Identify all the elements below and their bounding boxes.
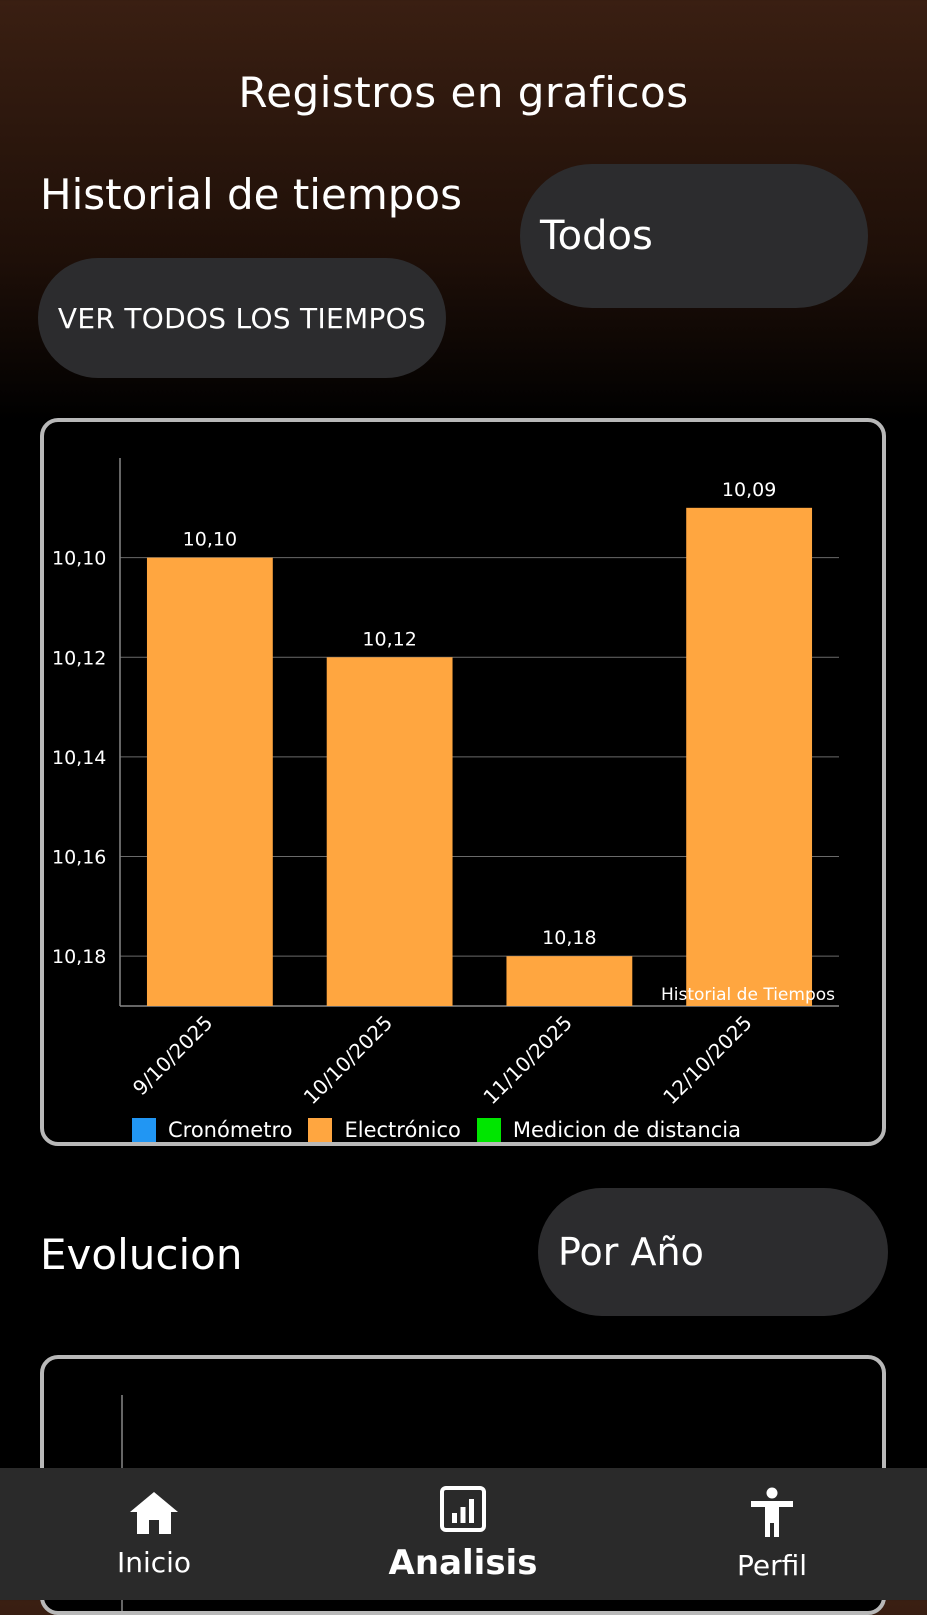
nav-label-perfil: Perfil bbox=[736, 1548, 808, 1582]
legend-item-cronometro: Cronómetro bbox=[132, 1118, 292, 1142]
y-tick-label: 10,16 bbox=[52, 847, 106, 869]
x-tick-label: 10/10/2025 bbox=[299, 1011, 397, 1109]
bar bbox=[506, 956, 633, 1006]
historial-chart: 10,10 10,12 10,14 10,16 10,18 10,10 9/10/2025 1… bbox=[40, 418, 886, 1146]
bar-value-label: 10,18 bbox=[542, 927, 596, 949]
home-icon bbox=[128, 1490, 180, 1540]
y-tick-label: 10,12 bbox=[52, 647, 106, 669]
chart-legend: Cronómetro Electrónico Medicion de dista… bbox=[132, 1118, 757, 1142]
nav-item-perfil[interactable]: Perfil bbox=[712, 1468, 832, 1600]
bar-value-label: 10,10 bbox=[183, 529, 237, 551]
bar-chart-icon bbox=[439, 1485, 487, 1537]
x-tick-label: 12/10/2025 bbox=[658, 1011, 756, 1109]
x-tick-label: 11/10/2025 bbox=[478, 1011, 576, 1109]
legend-item-electronico: Electrónico bbox=[308, 1118, 461, 1142]
nav-label-inicio: Inicio bbox=[116, 1545, 192, 1579]
bottom-nav: Inicio Analisis Perfil bbox=[0, 1468, 927, 1600]
chart-watermark: Historial de Tiempos bbox=[661, 985, 835, 1005]
legend-label-electronico: Electrónico bbox=[344, 1118, 461, 1142]
historial-filter-dropdown[interactable]: Todos bbox=[520, 164, 868, 308]
y-tick-label: 10,10 bbox=[52, 548, 106, 570]
historial-filter-value: Todos bbox=[540, 213, 653, 259]
ver-todos-label: VER TODOS LOS TIEMPOS bbox=[57, 301, 427, 335]
nav-item-analisis[interactable]: Analisis bbox=[388, 1468, 538, 1600]
x-tick-label: 9/10/2025 bbox=[128, 1011, 217, 1100]
accessibility-icon bbox=[748, 1487, 796, 1543]
bar-value-label: 10,12 bbox=[362, 628, 416, 650]
legend-label-cronometro: Cronómetro bbox=[168, 1118, 293, 1142]
bar bbox=[146, 557, 273, 1006]
evolucion-filter-dropdown[interactable]: Por Año bbox=[538, 1188, 888, 1316]
ver-todos-button[interactable]: VER TODOS LOS TIEMPOS bbox=[38, 258, 446, 378]
page-title: Registros en graficos bbox=[238, 68, 689, 117]
legend-swatch-medicion bbox=[476, 1118, 501, 1142]
evolucion-filter-value: Por Año bbox=[558, 1230, 704, 1274]
legend-swatch-electronico bbox=[308, 1118, 333, 1142]
historial-title: Historial de tiempos bbox=[40, 170, 462, 219]
y-tick-label: 10,18 bbox=[52, 946, 106, 968]
evolucion-title: Evolucion bbox=[40, 1230, 243, 1279]
historial-chart-svg: 10,10 10,12 10,14 10,16 10,18 10,10 9/10/2025 1… bbox=[52, 458, 839, 1109]
bar bbox=[686, 507, 813, 1006]
bar bbox=[326, 657, 453, 1006]
nav-label-analisis: Analisis bbox=[388, 1543, 538, 1583]
legend-label-medicion: Medicion de distancia bbox=[512, 1118, 741, 1142]
y-tick-label: 10,14 bbox=[52, 747, 106, 769]
legend-item-medicion: Medicion de distancia bbox=[476, 1118, 741, 1142]
legend-swatch-cronometro bbox=[132, 1118, 156, 1142]
bar-value-label: 10,09 bbox=[722, 479, 776, 501]
nav-item-inicio[interactable]: Inicio bbox=[94, 1468, 214, 1600]
